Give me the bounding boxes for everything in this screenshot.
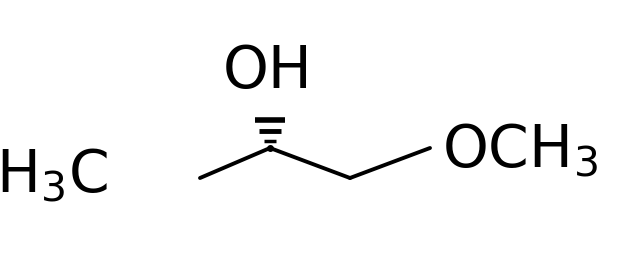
Text: H$_3$C: H$_3$C xyxy=(0,146,108,204)
Text: OCH$_3$: OCH$_3$ xyxy=(442,121,598,179)
Text: OH: OH xyxy=(223,43,313,100)
